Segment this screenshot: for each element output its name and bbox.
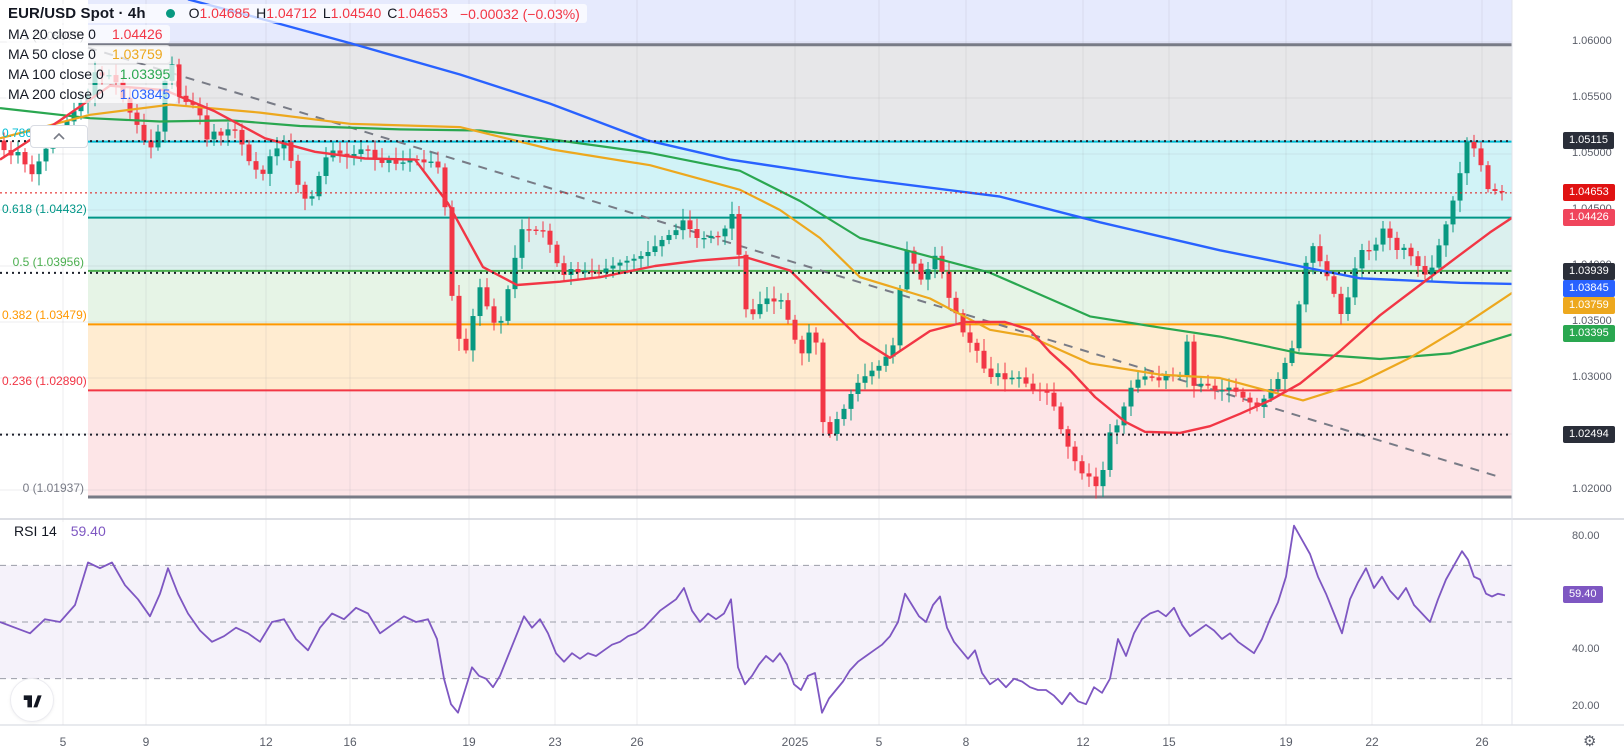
- gear-icon[interactable]: ⚙: [1583, 733, 1597, 750]
- ma-row-label: MA 20 close 0: [8, 26, 96, 42]
- rsi-value: 59.40: [70, 523, 106, 539]
- fib-band-0.786: [88, 141, 1512, 218]
- price-axis-badge: 1.03939: [1563, 263, 1615, 280]
- candles-series: [1, 56, 1505, 499]
- ohlc-c: C1.04653: [387, 5, 448, 21]
- ma-line-ma50: [0, 103, 1512, 402]
- fib-band-0.618: [88, 217, 1512, 271]
- ma-legend-row[interactable]: MA 50 close 0 1.03759: [6, 45, 170, 63]
- fib-level-label: 0.382 (1.03479): [2, 308, 87, 323]
- price-tick-label: 1.06000: [1572, 35, 1612, 47]
- time-tick-label[interactable]: 12: [1076, 735, 1090, 749]
- rsi-tick-label: 80.00: [1572, 530, 1600, 542]
- time-tick-label[interactable]: 19: [462, 735, 476, 749]
- ma-legend-rows: MA 20 close 0 1.04426 MA 50 close 0 1.03759…: [6, 25, 587, 103]
- price-tick-label: 1.05000: [1572, 147, 1612, 159]
- market-status-dot: [165, 9, 175, 18]
- ma-row-value: 1.03395: [119, 66, 171, 82]
- ma-row-label: MA 50 close 0: [8, 46, 96, 62]
- rsi-tick-label: 20.00: [1572, 699, 1600, 712]
- price-axis-badge: 1.02494: [1563, 425, 1615, 443]
- fib-band-0.236: [88, 390, 1512, 498]
- interval-label[interactable]: 4h: [127, 5, 146, 22]
- fib-band-0.382: [88, 324, 1512, 391]
- ohlc-l: L1.04540: [322, 5, 382, 21]
- ma-row-value: 1.04426: [111, 26, 163, 42]
- ma-line-ma100: [0, 107, 1512, 361]
- price-tick-label: 1.03500: [1572, 315, 1612, 327]
- price-axis-badge: 1.03759: [1563, 297, 1615, 314]
- ma-row-value: 1.03845: [119, 86, 171, 102]
- ma-line-ma20: [0, 84, 1512, 435]
- price-axis-badge: 1.04653: [1563, 183, 1615, 201]
- time-tick-label[interactable]: 8: [962, 735, 970, 749]
- time-tick-label[interactable]: 16: [343, 735, 357, 749]
- ma-legend-row[interactable]: MA 100 close 0 1.03395: [6, 65, 178, 83]
- rsi-legend: RSI 14 59.40: [8, 522, 112, 540]
- ma-line-ma200: [187, 0, 1512, 286]
- ma-legend-row[interactable]: MA 20 close 0 1.04426: [6, 25, 170, 43]
- time-tick-label[interactable]: 19: [1279, 735, 1293, 749]
- price-axis-badge: 1.05115: [1563, 132, 1614, 150]
- collapse-indicator-button[interactable]: [30, 125, 88, 148]
- time-tick-label[interactable]: 5: [59, 735, 67, 749]
- price-tick-label: 1.05500: [1572, 91, 1612, 103]
- fib-level-label: 0.5 (1.03956): [12, 254, 84, 269]
- time-tick-label[interactable]: 23: [548, 735, 562, 749]
- chart-legend: EUR/USD Spot · 4h O1.04685 H1.04712 L1.045…: [6, 4, 587, 105]
- time-tick-label[interactable]: 22: [1365, 735, 1379, 749]
- symbol-title[interactable]: EUR/USD Spot · 4h: [8, 5, 146, 22]
- ohlc-o: O1.04685: [188, 5, 251, 21]
- ohlc-h: H1.04712: [256, 5, 317, 21]
- tradingview-logo[interactable]: [10, 678, 54, 722]
- rsi-axis-badge: 59.40: [1563, 586, 1603, 604]
- price-axis-badge: 1.03845: [1563, 280, 1615, 297]
- rsi-label[interactable]: RSI 14: [14, 523, 57, 539]
- chevron-up-icon: [53, 133, 65, 140]
- time-tick-label[interactable]: 15: [1162, 735, 1176, 749]
- time-tick-label[interactable]: 26: [1475, 735, 1489, 749]
- ma-row-label: MA 200 close 0: [8, 86, 104, 102]
- fib-band-1: [88, 44, 1512, 142]
- rsi-tick-label: 40.00: [1572, 643, 1600, 656]
- time-tick-label[interactable]: 26: [630, 735, 644, 749]
- fib-level-label: 0 (1.01937): [22, 481, 84, 496]
- time-tick-label[interactable]: 2025: [781, 735, 809, 749]
- time-tick-label[interactable]: 9: [142, 735, 150, 749]
- price-change: −0.00032 (−0.03%): [459, 5, 580, 22]
- symbol-row[interactable]: EUR/USD Spot · 4h O1.04685 H1.04712 L1.045…: [6, 4, 587, 23]
- fib-level-label: 0.236 (1.02890): [2, 374, 87, 389]
- ohlc-values: O1.04685 H1.04712 L1.04540 C1.04653: [189, 5, 454, 22]
- price-tick-label: 1.02000: [1572, 483, 1612, 495]
- ma-row-label: MA 100 close 0: [8, 66, 104, 82]
- time-tick-label[interactable]: 12: [259, 735, 273, 749]
- rsi-line: [0, 524, 1506, 714]
- fib-level-label: 0.618 (1.04432): [2, 201, 87, 216]
- ma-legend-row[interactable]: MA 200 close 0 1.03845: [6, 85, 178, 103]
- ma-row-value: 1.03759: [111, 46, 163, 62]
- title-separator: ·: [118, 5, 124, 22]
- price-axis-badge: 1.03395: [1563, 324, 1615, 342]
- rsi-band: [0, 565, 1512, 679]
- price-tick-label: 1.03000: [1572, 371, 1612, 383]
- price-axis-badge: 1.04426: [1563, 209, 1615, 227]
- time-tick-label[interactable]: 5: [875, 735, 883, 749]
- tradingview-logo-icon: [23, 695, 42, 708]
